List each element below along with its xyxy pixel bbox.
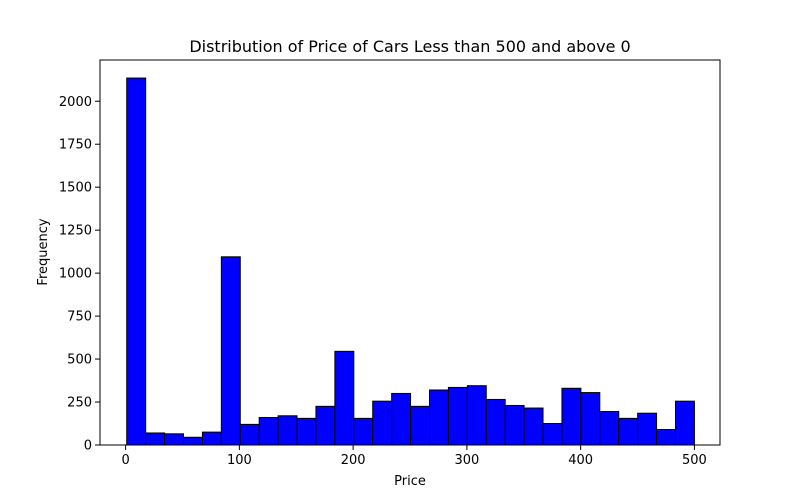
histogram-bar xyxy=(277,415,298,446)
y-tick-label: 0 xyxy=(84,439,92,454)
histogram-bar xyxy=(466,385,487,446)
x-tick-label: 300 xyxy=(454,453,479,468)
histogram-bar xyxy=(656,429,676,446)
y-tick-label: 1500 xyxy=(59,181,92,196)
x-tick-label: 500 xyxy=(682,453,707,468)
ticks-group: 0 100 200 300 400 500 0 250 500 750 1000 1250 1500 17… xyxy=(59,95,707,468)
y-tick-label: 1250 xyxy=(59,224,92,239)
x-tick-label: 400 xyxy=(568,453,593,468)
histogram-bar xyxy=(145,432,166,446)
histogram-bar xyxy=(353,417,374,446)
histogram-bar xyxy=(239,423,260,446)
y-tick-label: 250 xyxy=(67,396,92,411)
bars-group xyxy=(126,77,695,446)
plot-frame xyxy=(99,59,721,446)
histogram-bar xyxy=(542,423,563,446)
histogram-bar xyxy=(504,404,525,446)
y-tick-label: 2000 xyxy=(59,95,92,110)
histogram-bar xyxy=(164,433,185,446)
x-tick-label: 0 xyxy=(121,453,129,468)
histogram-bar xyxy=(674,400,695,446)
histogram-bar xyxy=(580,392,601,446)
x-tick-label: 100 xyxy=(227,453,252,468)
histogram-bar xyxy=(296,417,317,446)
histogram-bar xyxy=(220,256,241,446)
y-axis-label: Frequency xyxy=(36,218,51,285)
x-axis-label: Price xyxy=(394,474,426,489)
chart-title: Distribution of Price of Cars Less than … xyxy=(189,37,630,56)
histogram-bar xyxy=(391,392,412,446)
histogram-bar xyxy=(315,405,336,446)
histogram-bar xyxy=(183,436,203,446)
histogram-bar xyxy=(258,417,279,446)
histogram-bar xyxy=(561,387,582,446)
y-tick-label: 750 xyxy=(67,310,92,325)
histogram-bar xyxy=(447,386,468,446)
histogram-bar xyxy=(372,400,393,446)
histogram-bar xyxy=(485,398,506,446)
x-tick-label: 200 xyxy=(341,453,366,468)
histogram-bar xyxy=(334,350,355,446)
histogram-bar xyxy=(599,410,620,446)
histogram-bar xyxy=(201,431,222,446)
histogram-bar xyxy=(428,389,449,446)
y-tick-label: 1000 xyxy=(59,267,92,282)
histogram-bar xyxy=(523,407,544,446)
histogram-bar xyxy=(126,77,147,446)
y-tick-label: 1750 xyxy=(59,138,92,153)
histogram-bar xyxy=(618,417,639,446)
histogram-bar xyxy=(637,412,658,446)
y-tick-label: 500 xyxy=(67,353,92,368)
histogram-bar xyxy=(410,405,430,446)
